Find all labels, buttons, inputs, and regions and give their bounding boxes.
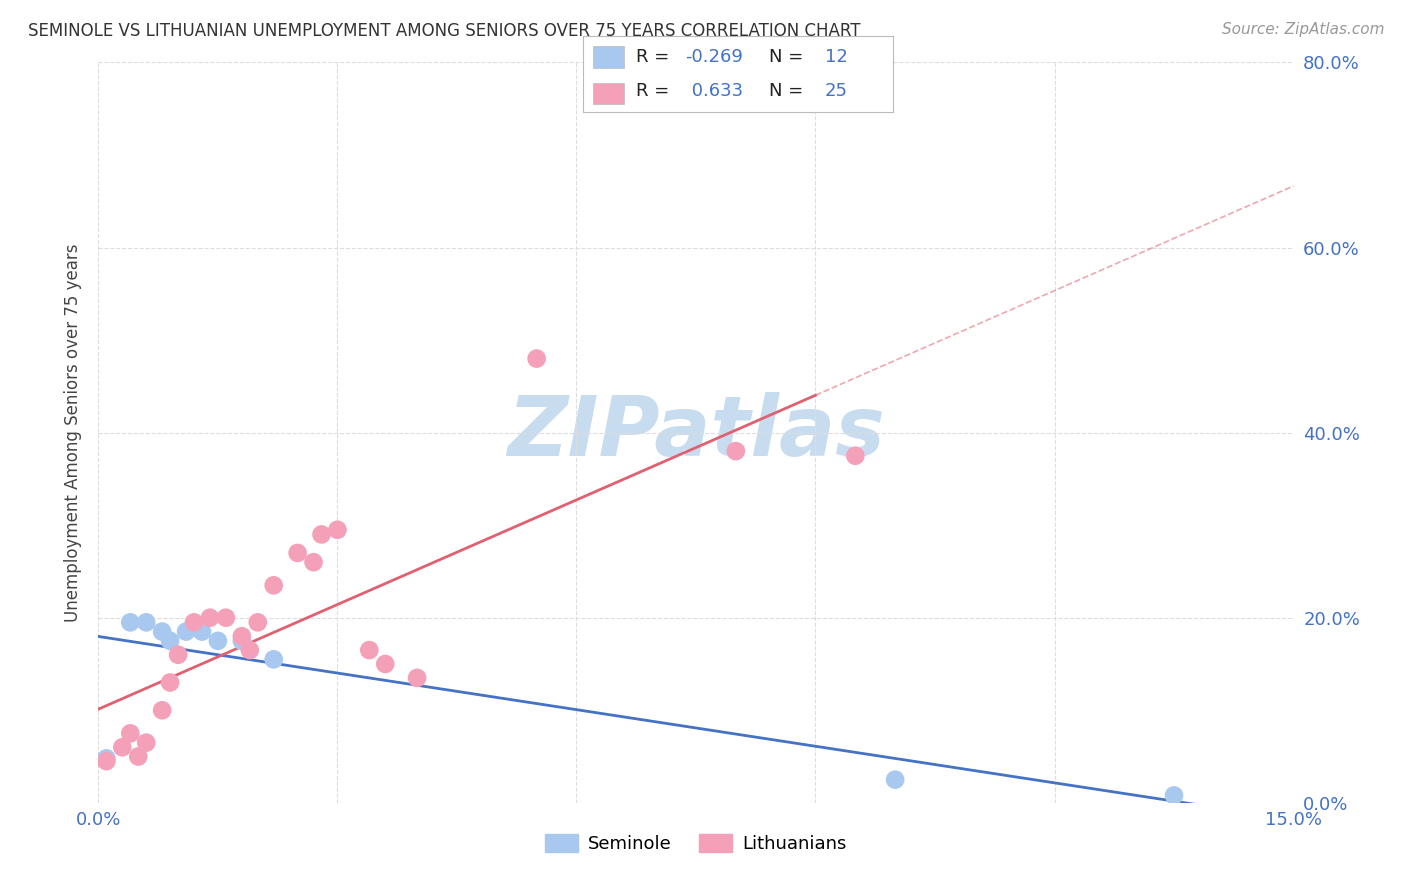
- Point: [96, 751, 118, 765]
- Point: [246, 615, 269, 630]
- Text: SEMINOLE VS LITHUANIAN UNEMPLOYMENT AMONG SENIORS OVER 75 YEARS CORRELATION CHAR: SEMINOLE VS LITHUANIAN UNEMPLOYMENT AMON…: [28, 22, 860, 40]
- Point: [111, 740, 134, 755]
- Text: N =: N =: [769, 82, 808, 100]
- Point: [135, 736, 157, 750]
- Bar: [593, 83, 624, 104]
- Text: ZIPatlas: ZIPatlas: [508, 392, 884, 473]
- Point: [359, 643, 381, 657]
- Point: [287, 546, 309, 560]
- Point: [526, 351, 548, 366]
- Text: 12: 12: [825, 48, 848, 66]
- Point: [127, 749, 149, 764]
- Point: [183, 615, 205, 630]
- Point: [120, 726, 142, 740]
- Text: N =: N =: [769, 48, 808, 66]
- Text: R =: R =: [636, 48, 675, 66]
- Point: [198, 610, 221, 624]
- Point: [159, 675, 181, 690]
- Point: [326, 523, 349, 537]
- Point: [96, 754, 118, 768]
- Point: [231, 633, 253, 648]
- Point: [263, 578, 285, 592]
- Point: [374, 657, 396, 671]
- Point: [311, 527, 333, 541]
- Point: [150, 624, 173, 639]
- Text: 25: 25: [825, 82, 848, 100]
- Point: [844, 449, 866, 463]
- Point: [1163, 789, 1185, 803]
- Point: [167, 648, 190, 662]
- Point: [191, 624, 214, 639]
- Point: [231, 629, 253, 643]
- Point: [263, 652, 285, 666]
- Text: Source: ZipAtlas.com: Source: ZipAtlas.com: [1222, 22, 1385, 37]
- Text: 0.633: 0.633: [686, 82, 742, 100]
- Point: [159, 633, 181, 648]
- Legend: Seminole, Lithuanians: Seminole, Lithuanians: [538, 827, 853, 861]
- Text: -0.269: -0.269: [686, 48, 744, 66]
- Point: [884, 772, 907, 787]
- Point: [207, 633, 229, 648]
- Y-axis label: Unemployment Among Seniors over 75 years: Unemployment Among Seniors over 75 years: [65, 244, 83, 622]
- Point: [215, 610, 238, 624]
- Point: [724, 444, 747, 458]
- Point: [302, 555, 325, 569]
- Bar: [593, 46, 624, 68]
- Point: [150, 703, 173, 717]
- Point: [406, 671, 429, 685]
- Point: [174, 624, 197, 639]
- Point: [135, 615, 157, 630]
- Point: [120, 615, 142, 630]
- Text: R =: R =: [636, 82, 675, 100]
- Point: [239, 643, 262, 657]
